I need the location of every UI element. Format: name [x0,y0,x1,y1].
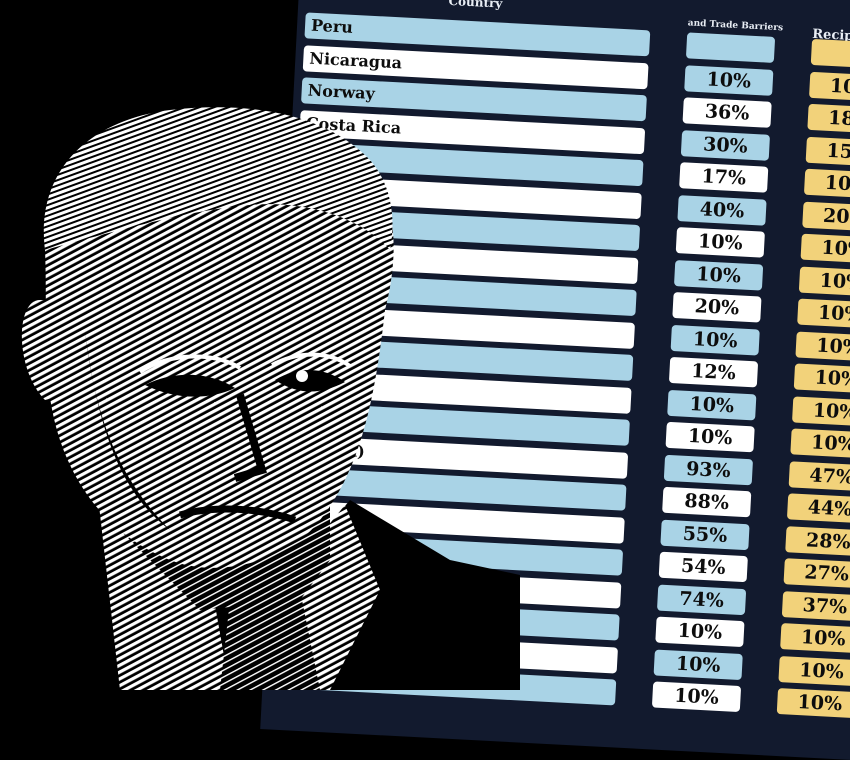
reciprocal-cell: 10% [776,688,850,719]
head-shape [44,115,394,568]
mouth-shape [179,505,297,524]
right-eye-shape [275,370,345,392]
right-brow-shape [271,352,352,368]
tie-shape [220,590,320,690]
hair-shape [43,107,393,250]
left-eye-shape [145,374,235,397]
ear-shape [21,300,65,400]
nose-shadow-shape [233,393,267,482]
right-pupil-shape [296,370,308,382]
left-brow-shape [138,354,242,374]
engraved-portrait-image [21,107,394,690]
